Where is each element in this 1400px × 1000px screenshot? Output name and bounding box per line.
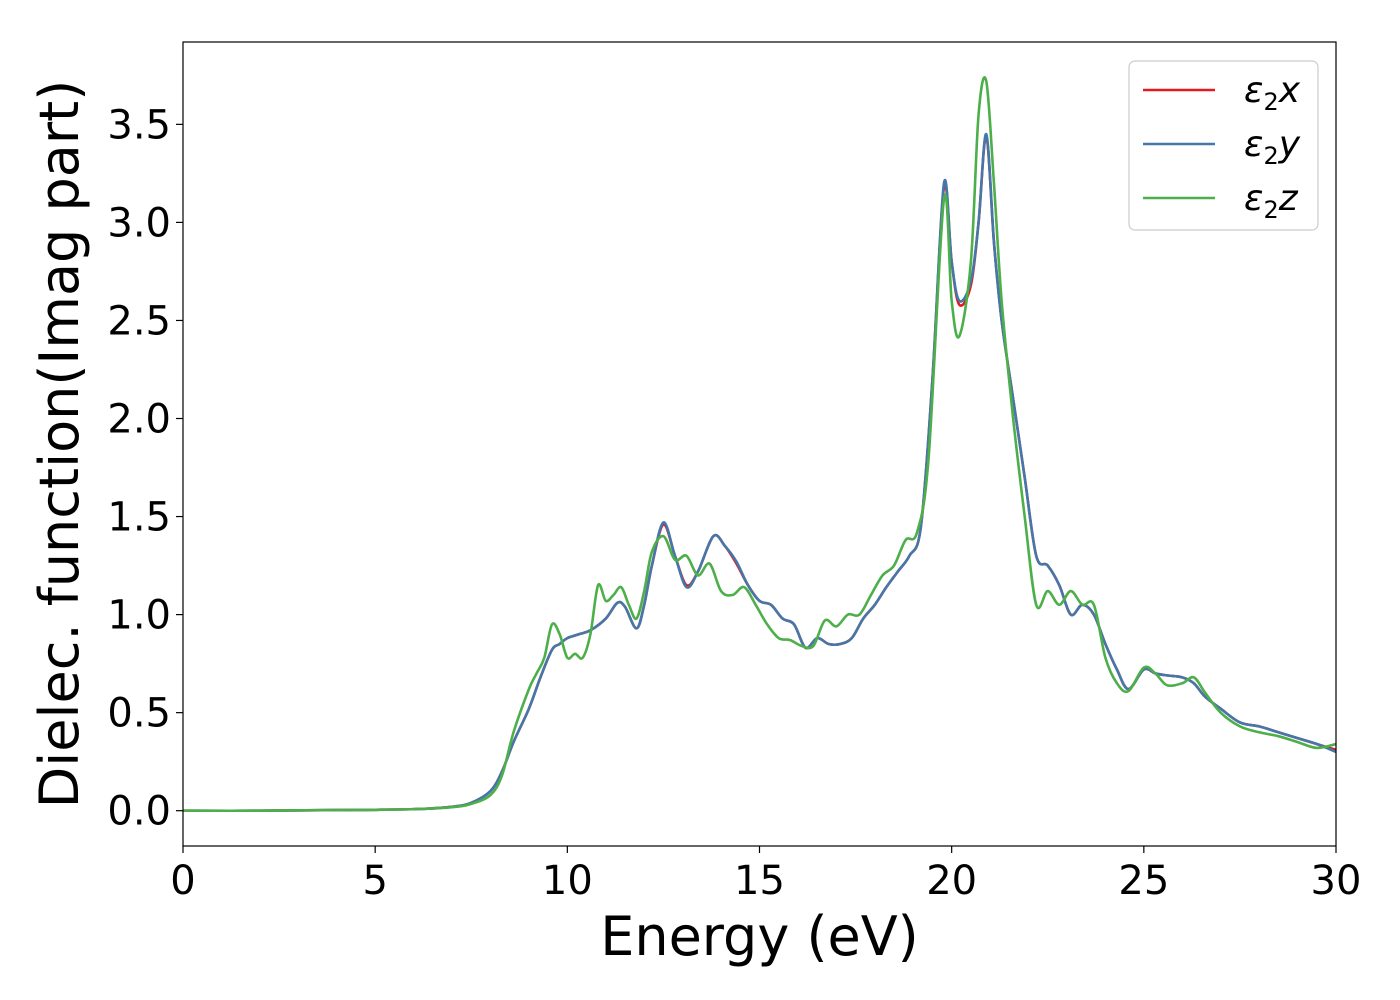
x-tick-label: 30	[1311, 858, 1362, 904]
legend-subscript: 2	[1263, 196, 1278, 224]
y-axis: 0.0 0.5 1.0 1.5 2.0 2.5 3.0 3.5	[107, 102, 183, 835]
legend-subscript: 2	[1263, 142, 1278, 170]
legend-epsilon: ε	[1244, 124, 1263, 165]
y-tick-label: 1.0	[107, 593, 171, 639]
x-tick-label: 0	[170, 858, 195, 904]
legend-component: x	[1278, 70, 1301, 111]
x-tick-label: 15	[734, 858, 785, 904]
x-tick-label: 5	[362, 858, 387, 904]
legend-subscript: 2	[1263, 88, 1278, 116]
series-line-z	[183, 76, 1336, 813]
legend-label-x: ε2x	[1244, 70, 1301, 116]
legend-epsilon: ε	[1244, 70, 1263, 111]
y-tick-label: 1.5	[107, 495, 171, 541]
y-tick-label: 2.0	[107, 397, 171, 443]
x-tick-label: 25	[1118, 858, 1169, 904]
series-line-y	[183, 132, 1336, 813]
y-tick-label: 2.5	[107, 298, 171, 344]
series-line-x	[183, 134, 1336, 813]
legend-component: z	[1278, 178, 1299, 219]
x-axis-label: Energy (eV)	[600, 905, 919, 968]
y-tick-label: 0.0	[107, 789, 171, 835]
x-tick-label: 20	[926, 858, 977, 904]
legend-label-z: ε2z	[1244, 178, 1299, 224]
legend-component: y	[1278, 124, 1301, 165]
legend-box	[1128, 60, 1319, 231]
y-tick-label: 0.5	[107, 691, 171, 737]
legend-label-y: ε2y	[1244, 124, 1301, 170]
y-tick-label: 3.0	[107, 200, 171, 246]
series-layer	[183, 76, 1336, 813]
x-tick-label: 10	[542, 858, 593, 904]
legend-epsilon: ε	[1244, 178, 1263, 219]
y-tick-label: 3.5	[107, 102, 171, 148]
x-axis: 0 5 10 15 20 25 30	[170, 846, 1361, 904]
y-axis-label: Dielec. function(Imag part)	[28, 80, 91, 809]
